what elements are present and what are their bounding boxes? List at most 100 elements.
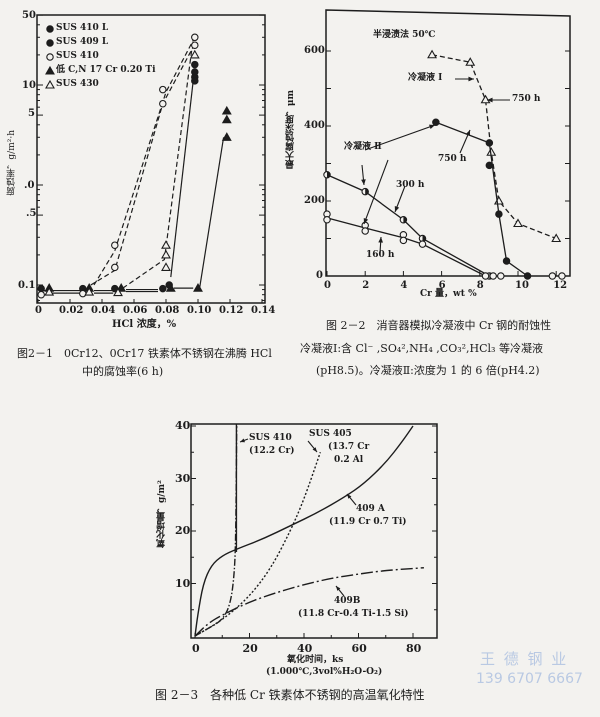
data-point	[489, 272, 497, 280]
data-point	[485, 139, 494, 147]
data-point	[465, 57, 476, 66]
x-tick-label: 0	[324, 280, 331, 291]
figure-caption: 图2－1 0Cr12、0Cr17 铁素体不锈钢在沸腾 HCl	[17, 347, 272, 360]
arrowhead-icon	[361, 179, 366, 185]
y-tick-label: .5	[26, 208, 37, 219]
data-point	[481, 272, 490, 280]
x-tick-label: 0.06	[123, 305, 148, 316]
series-line	[194, 567, 424, 637]
data-point	[523, 272, 532, 280]
data-point	[191, 33, 199, 42]
chart-corrosion-rate-hcl	[36, 14, 266, 304]
data-point	[221, 114, 232, 124]
data-point	[221, 105, 232, 115]
x-axis-sublabel: (1.000℃,3vol%H₂O-O₂)	[266, 667, 383, 677]
data-point	[159, 99, 167, 108]
data-point	[159, 284, 167, 293]
series-label-sus405: SUS 405	[309, 429, 352, 439]
series-line	[90, 46, 194, 286]
figure-caption: 图 2－2 消音器模拟冷凝液中 Cr 钢的耐蚀性	[326, 319, 552, 332]
annotation-liquid2: 冷凝液 Ⅱ	[344, 142, 382, 152]
series-label-sus410: SUS 410	[249, 433, 292, 443]
data-point	[418, 240, 427, 248]
arrowhead-icon	[487, 97, 493, 103]
data-point	[502, 257, 511, 265]
series-line	[170, 80, 194, 278]
legend-label: SUS 410 L	[56, 23, 109, 33]
data-point	[558, 272, 566, 280]
figure-caption: 图 2－3 各种低 Cr 铁素体不锈钢的高温氧化特性	[155, 688, 425, 702]
data-point	[399, 236, 408, 245]
annotation-750h: 750 h	[512, 94, 541, 104]
x-tick-label: 60	[351, 642, 367, 655]
arrowhead-icon	[240, 438, 245, 443]
legend-label: SUS 409 L	[56, 37, 109, 47]
data-point	[191, 60, 199, 69]
data-point	[165, 283, 176, 292]
series-line	[435, 121, 528, 277]
x-tick-label: 12	[553, 280, 568, 291]
y-tick-label: 20	[175, 524, 191, 537]
y-tick-label: 50	[22, 10, 36, 21]
arrowhead-icon	[378, 237, 383, 243]
data-point	[191, 68, 199, 76]
data-point	[46, 25, 54, 33]
chart-high-temp-oxidation	[190, 423, 438, 639]
data-point-fill	[365, 188, 369, 195]
y-axis-label: 腐蚀率，g/m²·h	[7, 130, 17, 196]
x-tick-label: 2	[362, 280, 370, 291]
chart-cr-corrosion-depth	[323, 9, 571, 280]
data-point	[221, 132, 232, 141]
arrowhead-icon	[312, 447, 317, 452]
x-tick-label: 0	[192, 642, 200, 655]
data-point-fill	[327, 171, 331, 178]
series-line	[199, 137, 225, 289]
data-point	[513, 218, 523, 228]
x-tick-label: 0.14	[251, 305, 276, 316]
series-label-409a: 409 A	[356, 504, 385, 514]
data-point	[189, 49, 200, 59]
series-line	[194, 452, 322, 637]
x-tick-label: 0	[35, 305, 42, 316]
data-point	[44, 286, 55, 296]
series-label-409b: 409B	[334, 596, 361, 606]
series-label-sus410-sub: (12.2 Cr)	[249, 446, 295, 456]
data-point	[193, 283, 203, 292]
data-point	[551, 233, 562, 243]
data-point	[480, 94, 491, 104]
annotation-arrow	[364, 124, 436, 151]
annotation-160h: 160 h	[366, 250, 395, 260]
y-tick-label: 600	[304, 45, 325, 56]
series-label-sus405-sub2: 0.2 Al	[334, 455, 364, 465]
legend-label: 低 C,N 17 Cr 0.20 Ti	[56, 65, 156, 75]
y-tick-label: 10	[22, 80, 36, 91]
y-tick-label: 40	[175, 419, 191, 432]
y-tick-label: 10	[175, 576, 191, 590]
x-tick-label: 80	[406, 642, 422, 655]
y-tick-label: 400	[304, 120, 325, 131]
y-tick-label: 200	[304, 195, 325, 206]
series-line	[194, 425, 238, 637]
data-point	[548, 272, 557, 280]
data-point	[45, 79, 55, 89]
plot-frame	[190, 423, 438, 639]
x-axis-label: HCl 浓度，%	[112, 319, 177, 330]
x-tick-label: 0.08	[155, 305, 180, 316]
annotation-arrow	[363, 159, 389, 225]
y-tick-label: 5	[28, 108, 35, 119]
annotation-750h: 750 h	[438, 154, 467, 164]
x-tick-label: 0.04	[91, 305, 116, 316]
x-tick-label: 8	[476, 280, 484, 291]
watermark-phone: 139 6707 6667	[476, 671, 583, 687]
data-point	[361, 227, 369, 235]
data-point	[323, 216, 331, 224]
data-point	[111, 241, 119, 249]
data-point	[113, 287, 123, 297]
data-point	[84, 286, 95, 296]
watermark-name: 王 德 钢 业	[480, 650, 569, 668]
x-tick-label: 20	[242, 642, 258, 655]
data-point	[161, 249, 171, 259]
series-line	[93, 40, 194, 286]
x-tick-label: 0.02	[59, 305, 84, 316]
